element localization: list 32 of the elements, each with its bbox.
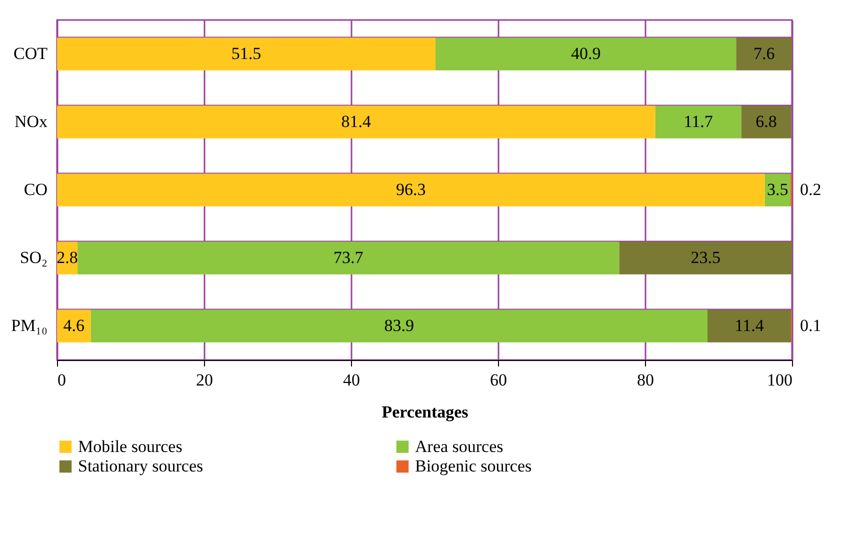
y-tick-label: SO₂ <box>20 248 48 267</box>
x-tick-label: 20 <box>196 370 213 390</box>
legend-label: Mobile sources <box>78 436 182 456</box>
data-label: 4.6 <box>63 316 85 335</box>
y-tick-label: PM₁₀ <box>11 316 48 335</box>
data-label: 81.4 <box>341 112 372 131</box>
data-label: 6.8 <box>756 112 777 131</box>
y-tick-label: CO <box>24 180 48 199</box>
x-axis-title: Percentages <box>382 402 469 422</box>
x-tick-label: 80 <box>637 370 654 390</box>
data-label: 40.9 <box>570 44 601 63</box>
x-tick-label: 100 <box>767 370 792 390</box>
y-tick-label: NOx <box>14 112 48 131</box>
data-label: 0.1 <box>800 316 822 335</box>
data-label: 96.3 <box>396 180 426 199</box>
data-label: 51.5 <box>231 44 262 63</box>
x-tick-label: 60 <box>490 370 507 390</box>
legend-label: Area sources <box>415 436 504 456</box>
legend-label: Stationary sources <box>78 456 204 476</box>
legend-label: Biogenic sources <box>415 456 532 476</box>
data-label: 0.2 <box>800 180 822 199</box>
x-tick-label: 0 <box>58 370 66 390</box>
data-label: 7.6 <box>753 44 775 63</box>
data-label: 73.7 <box>334 248 364 267</box>
data-label: 3.5 <box>767 180 788 199</box>
data-label: 83.9 <box>384 316 414 335</box>
data-label: 11.7 <box>684 112 714 131</box>
x-tick-label: 40 <box>343 370 360 390</box>
data-label: 23.5 <box>690 248 721 267</box>
y-tick-label: COT <box>14 44 48 63</box>
data-label: 11.4 <box>734 316 764 335</box>
data-label: 2.8 <box>56 248 78 267</box>
